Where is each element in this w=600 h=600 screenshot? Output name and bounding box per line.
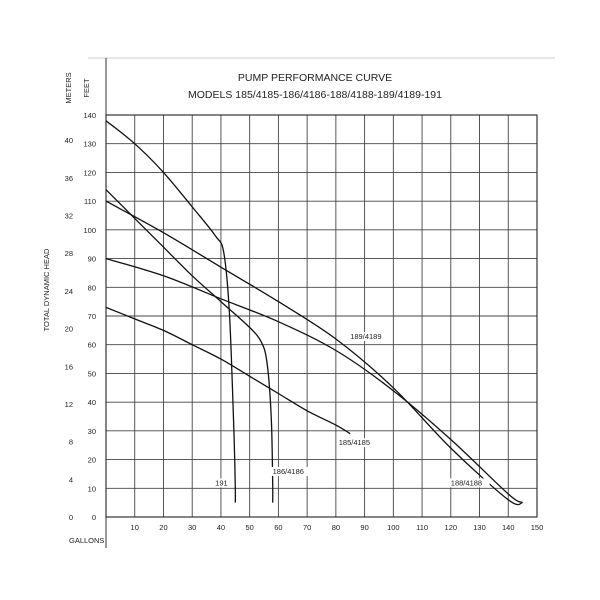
meters-tick-labels: 0 4 8 12 16 20 24 28 32 36 40 — [65, 136, 73, 522]
curve-label-background — [270, 466, 312, 476]
meters-tick-label: 36 — [65, 174, 73, 183]
feet-tick-label: 70 — [88, 312, 96, 321]
meters-tick-label: 12 — [65, 400, 73, 409]
y-axis-title-side: TOTAL DYNAMIC HEAD — [42, 248, 51, 331]
x-axis-title: GALLONS — [69, 536, 104, 545]
feet-tick-label: 110 — [84, 197, 96, 206]
grid-lines — [105, 114, 538, 518]
x-tick-label: 110 — [416, 523, 428, 532]
x-tick-label: 20 — [159, 523, 167, 532]
x-tick-label: 120 — [445, 523, 458, 532]
curve-label: 189/4189 — [350, 332, 381, 341]
meters-tick-label: 16 — [65, 362, 73, 371]
feet-tick-labels: 0 10 20 30 40 50 60 70 80 90 100 110 120 130 140 — [83, 111, 96, 522]
meters-tick-label: 20 — [65, 325, 73, 334]
curve-186-4186 — [105, 189, 274, 503]
feet-tick-label: 90 — [88, 255, 96, 264]
feet-tick-label: 60 — [88, 341, 96, 350]
x-tick-label: 10 — [131, 523, 139, 532]
meters-tick-label: 28 — [65, 249, 73, 258]
curve-188-4188 — [105, 257, 523, 504]
feet-tick-label: 140 — [83, 111, 96, 120]
curve-label: 191 — [215, 478, 228, 487]
feet-tick-label: 20 — [88, 456, 96, 465]
curve-label: 185/4185 — [339, 438, 370, 447]
x-tick-label: 130 — [473, 523, 486, 532]
curve-label-background — [336, 438, 378, 448]
x-tick-label: 150 — [531, 523, 544, 532]
meters-tick-label: 8 — [69, 438, 73, 447]
feet-tick-label: 40 — [88, 398, 96, 407]
feet-tick-label: 10 — [88, 484, 96, 493]
x-tick-label: 140 — [502, 523, 515, 532]
feet-tick-label: 100 — [83, 226, 96, 235]
meters-tick-label: 24 — [65, 287, 73, 296]
meters-tick-label: 4 — [69, 475, 73, 484]
x-tick-label: 60 — [274, 523, 282, 532]
chart-title: PUMP PERFORMANCE CURVE — [238, 72, 392, 84]
curve-label: 186/4186 — [273, 467, 304, 476]
meters-tick-label: 40 — [65, 136, 73, 145]
plot-border — [105, 114, 538, 518]
x-tick-label: 80 — [332, 523, 340, 532]
curve-185-4185 — [105, 306, 351, 435]
meters-tick-label: 32 — [65, 212, 73, 221]
x-tick-label: 40 — [217, 523, 225, 532]
y-axis-title-meters: METERS — [64, 72, 73, 103]
curve-labels: 191 186/4186 185/4185 189/4189 188/4188 — [213, 331, 490, 488]
curve-191 — [105, 120, 237, 503]
feet-tick-label: 80 — [88, 283, 96, 292]
curve-label-background — [448, 478, 490, 488]
curve-label: 188/4188 — [451, 478, 482, 487]
feet-tick-label: 0 — [92, 513, 96, 522]
curve-label-background — [213, 478, 231, 488]
curve-label-background — [348, 331, 390, 341]
y-axis-title-feet: FEET — [82, 78, 91, 98]
x-tick-label: 30 — [188, 523, 196, 532]
x-tick-labels: 10 20 30 40 50 60 70 80 90 100 110 120 130 140 150 — [131, 523, 544, 532]
feet-tick-label: 30 — [88, 427, 96, 436]
feet-tick-label: 130 — [83, 140, 96, 149]
x-tick-label: 50 — [245, 523, 253, 532]
feet-tick-label: 120 — [83, 168, 96, 177]
feet-tick-label: 50 — [88, 369, 96, 378]
meters-tick-label: 0 — [69, 513, 73, 522]
chart-subtitle: MODELS 185/4185-186/4186-188/4188-189/41… — [188, 89, 442, 101]
x-tick-label: 100 — [387, 523, 400, 532]
x-tick-label: 90 — [360, 523, 368, 532]
x-tick-label: 70 — [303, 523, 311, 532]
